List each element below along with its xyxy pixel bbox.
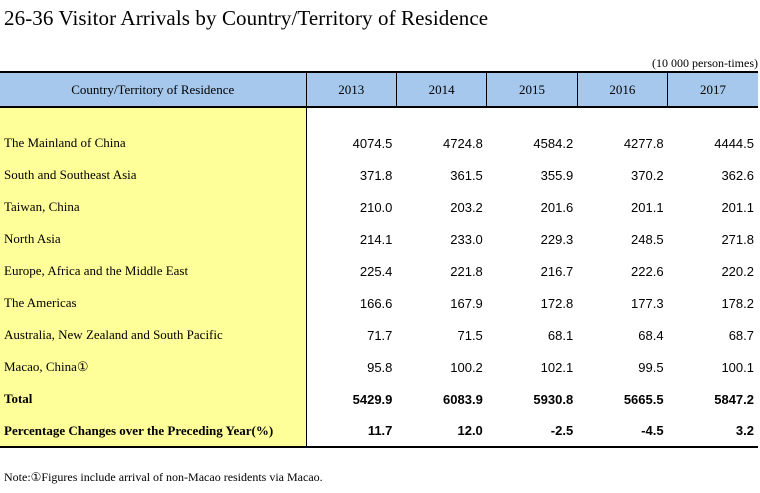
header-year: 2015 bbox=[486, 71, 578, 108]
value-cell: 100.1 bbox=[721, 359, 754, 375]
value-cell: 177.3 bbox=[631, 295, 664, 311]
unit-label: (10 000 person-times) bbox=[652, 56, 758, 70]
footnote: Note:①Figures include arrival of non-Mac… bbox=[4, 470, 323, 484]
value-cell: 216.7 bbox=[540, 263, 574, 279]
header-country: Country/Territory of Residence bbox=[0, 71, 307, 108]
value-cell: 4584.2 bbox=[533, 135, 574, 151]
value-cell: 167.9 bbox=[450, 295, 483, 311]
value-cell: 99.5 bbox=[638, 359, 664, 375]
value-cell: 4444.5 bbox=[714, 135, 754, 151]
table-row: The Americas 166.6 167.9 172.8 177.3 178.2 bbox=[0, 287, 758, 319]
header-year: 2016 bbox=[576, 71, 668, 108]
value-cell: 102.1 bbox=[540, 359, 574, 375]
value-cell: 214.1 bbox=[359, 231, 393, 247]
value-cell: 355.9 bbox=[540, 167, 574, 183]
value-cell: 71.5 bbox=[457, 327, 483, 343]
row-label: The Americas bbox=[0, 287, 307, 319]
table-row: Percentage Changes over the Preceding Ye… bbox=[0, 415, 758, 448]
row-label: Europe, Africa and the Middle East bbox=[0, 255, 307, 287]
value-cell: 362.6 bbox=[721, 167, 754, 183]
row-label: Australia, New Zealand and South Pacific bbox=[0, 319, 307, 351]
value-cell: 178.2 bbox=[721, 295, 754, 311]
value-cell: -2.5 bbox=[486, 415, 578, 448]
table-row: Macao, China① 95.8 100.2 102.1 99.5 100.1 bbox=[0, 351, 758, 383]
value-cell: 3.2 bbox=[667, 415, 758, 448]
value-cell: 166.6 bbox=[359, 295, 393, 311]
value-cell: 4277.8 bbox=[623, 135, 664, 151]
value-cell: 100.2 bbox=[450, 359, 483, 375]
value-cell: 5847.2 bbox=[714, 391, 754, 407]
row-label: North Asia bbox=[0, 223, 307, 255]
value-cell: 361.5 bbox=[450, 167, 483, 183]
value-cell: 370.2 bbox=[631, 167, 664, 183]
value-cell: 203.2 bbox=[450, 199, 483, 215]
value-cell: 5665.5 bbox=[623, 391, 664, 407]
value-cell: 6083.9 bbox=[443, 391, 483, 407]
spacer-cell bbox=[0, 107, 307, 127]
value-cell: 220.2 bbox=[721, 263, 754, 279]
page-title: 26-36 Visitor Arrivals by Country/Territ… bbox=[4, 6, 489, 30]
table-row: Taiwan, China 210.0 203.2 201.6 201.1 201.1 bbox=[0, 191, 758, 223]
table-row: Australia, New Zealand and South Pacific… bbox=[0, 319, 758, 351]
table-row: Total 5429.9 6083.9 5930.8 5665.5 5847.2 bbox=[0, 383, 758, 415]
value-cell: 68.1 bbox=[547, 327, 574, 343]
value-cell: 201.1 bbox=[631, 199, 664, 215]
value-cell: 4724.8 bbox=[443, 135, 483, 151]
value-cell: 5429.9 bbox=[352, 391, 393, 407]
table-row: South and Southeast Asia 371.8 361.5 355.9 3… bbox=[0, 159, 758, 191]
header-year: 2017 bbox=[667, 71, 758, 108]
value-cell: 225.4 bbox=[359, 263, 393, 279]
row-label: Percentage Changes over the Preceding Ye… bbox=[0, 415, 307, 448]
table-row: North Asia 214.1 233.0 229.3 248.5 271.8 bbox=[0, 223, 758, 255]
table-header-row: Country/Territory of Residence 2013 2014… bbox=[0, 71, 758, 108]
value-cell: 271.8 bbox=[721, 231, 754, 247]
value-cell: 68.4 bbox=[638, 327, 664, 343]
value-cell: 11.7 bbox=[306, 415, 397, 448]
value-cell: 221.8 bbox=[450, 263, 483, 279]
header-year: 2014 bbox=[395, 71, 487, 108]
table-row: The Mainland of China 4074.5 4724.8 4584.2 4… bbox=[0, 127, 758, 159]
value-cell: 68.7 bbox=[728, 327, 754, 343]
value-cell: 12.0 bbox=[396, 415, 487, 448]
value-cell: 233.0 bbox=[450, 231, 483, 247]
row-label: South and Southeast Asia bbox=[0, 159, 307, 191]
value-cell: 248.5 bbox=[631, 231, 664, 247]
value-cell: 4074.5 bbox=[352, 135, 393, 151]
value-cell: 222.6 bbox=[631, 263, 664, 279]
header-year: 2013 bbox=[305, 71, 397, 108]
row-label: The Mainland of China bbox=[0, 127, 307, 159]
row-label: Total bbox=[0, 383, 307, 415]
value-cell: 201.6 bbox=[540, 199, 574, 215]
value-cell: -4.5 bbox=[577, 415, 668, 448]
value-cell: 371.8 bbox=[359, 167, 393, 183]
value-cell: 95.8 bbox=[367, 359, 393, 375]
row-label: Taiwan, China bbox=[0, 191, 307, 223]
value-cell: 5930.8 bbox=[533, 391, 574, 407]
spacer-row bbox=[0, 107, 758, 127]
value-cell: 210.0 bbox=[359, 199, 393, 215]
value-cell: 71.7 bbox=[367, 327, 393, 343]
value-cell: 201.1 bbox=[721, 199, 754, 215]
row-label: Macao, China① bbox=[0, 351, 307, 383]
visitor-arrivals-table: Country/Territory of Residence 2013 2014… bbox=[0, 71, 758, 448]
table-row: Europe, Africa and the Middle East 225.4 2… bbox=[0, 255, 758, 287]
value-cell: 172.8 bbox=[540, 295, 574, 311]
value-cell: 229.3 bbox=[540, 231, 574, 247]
